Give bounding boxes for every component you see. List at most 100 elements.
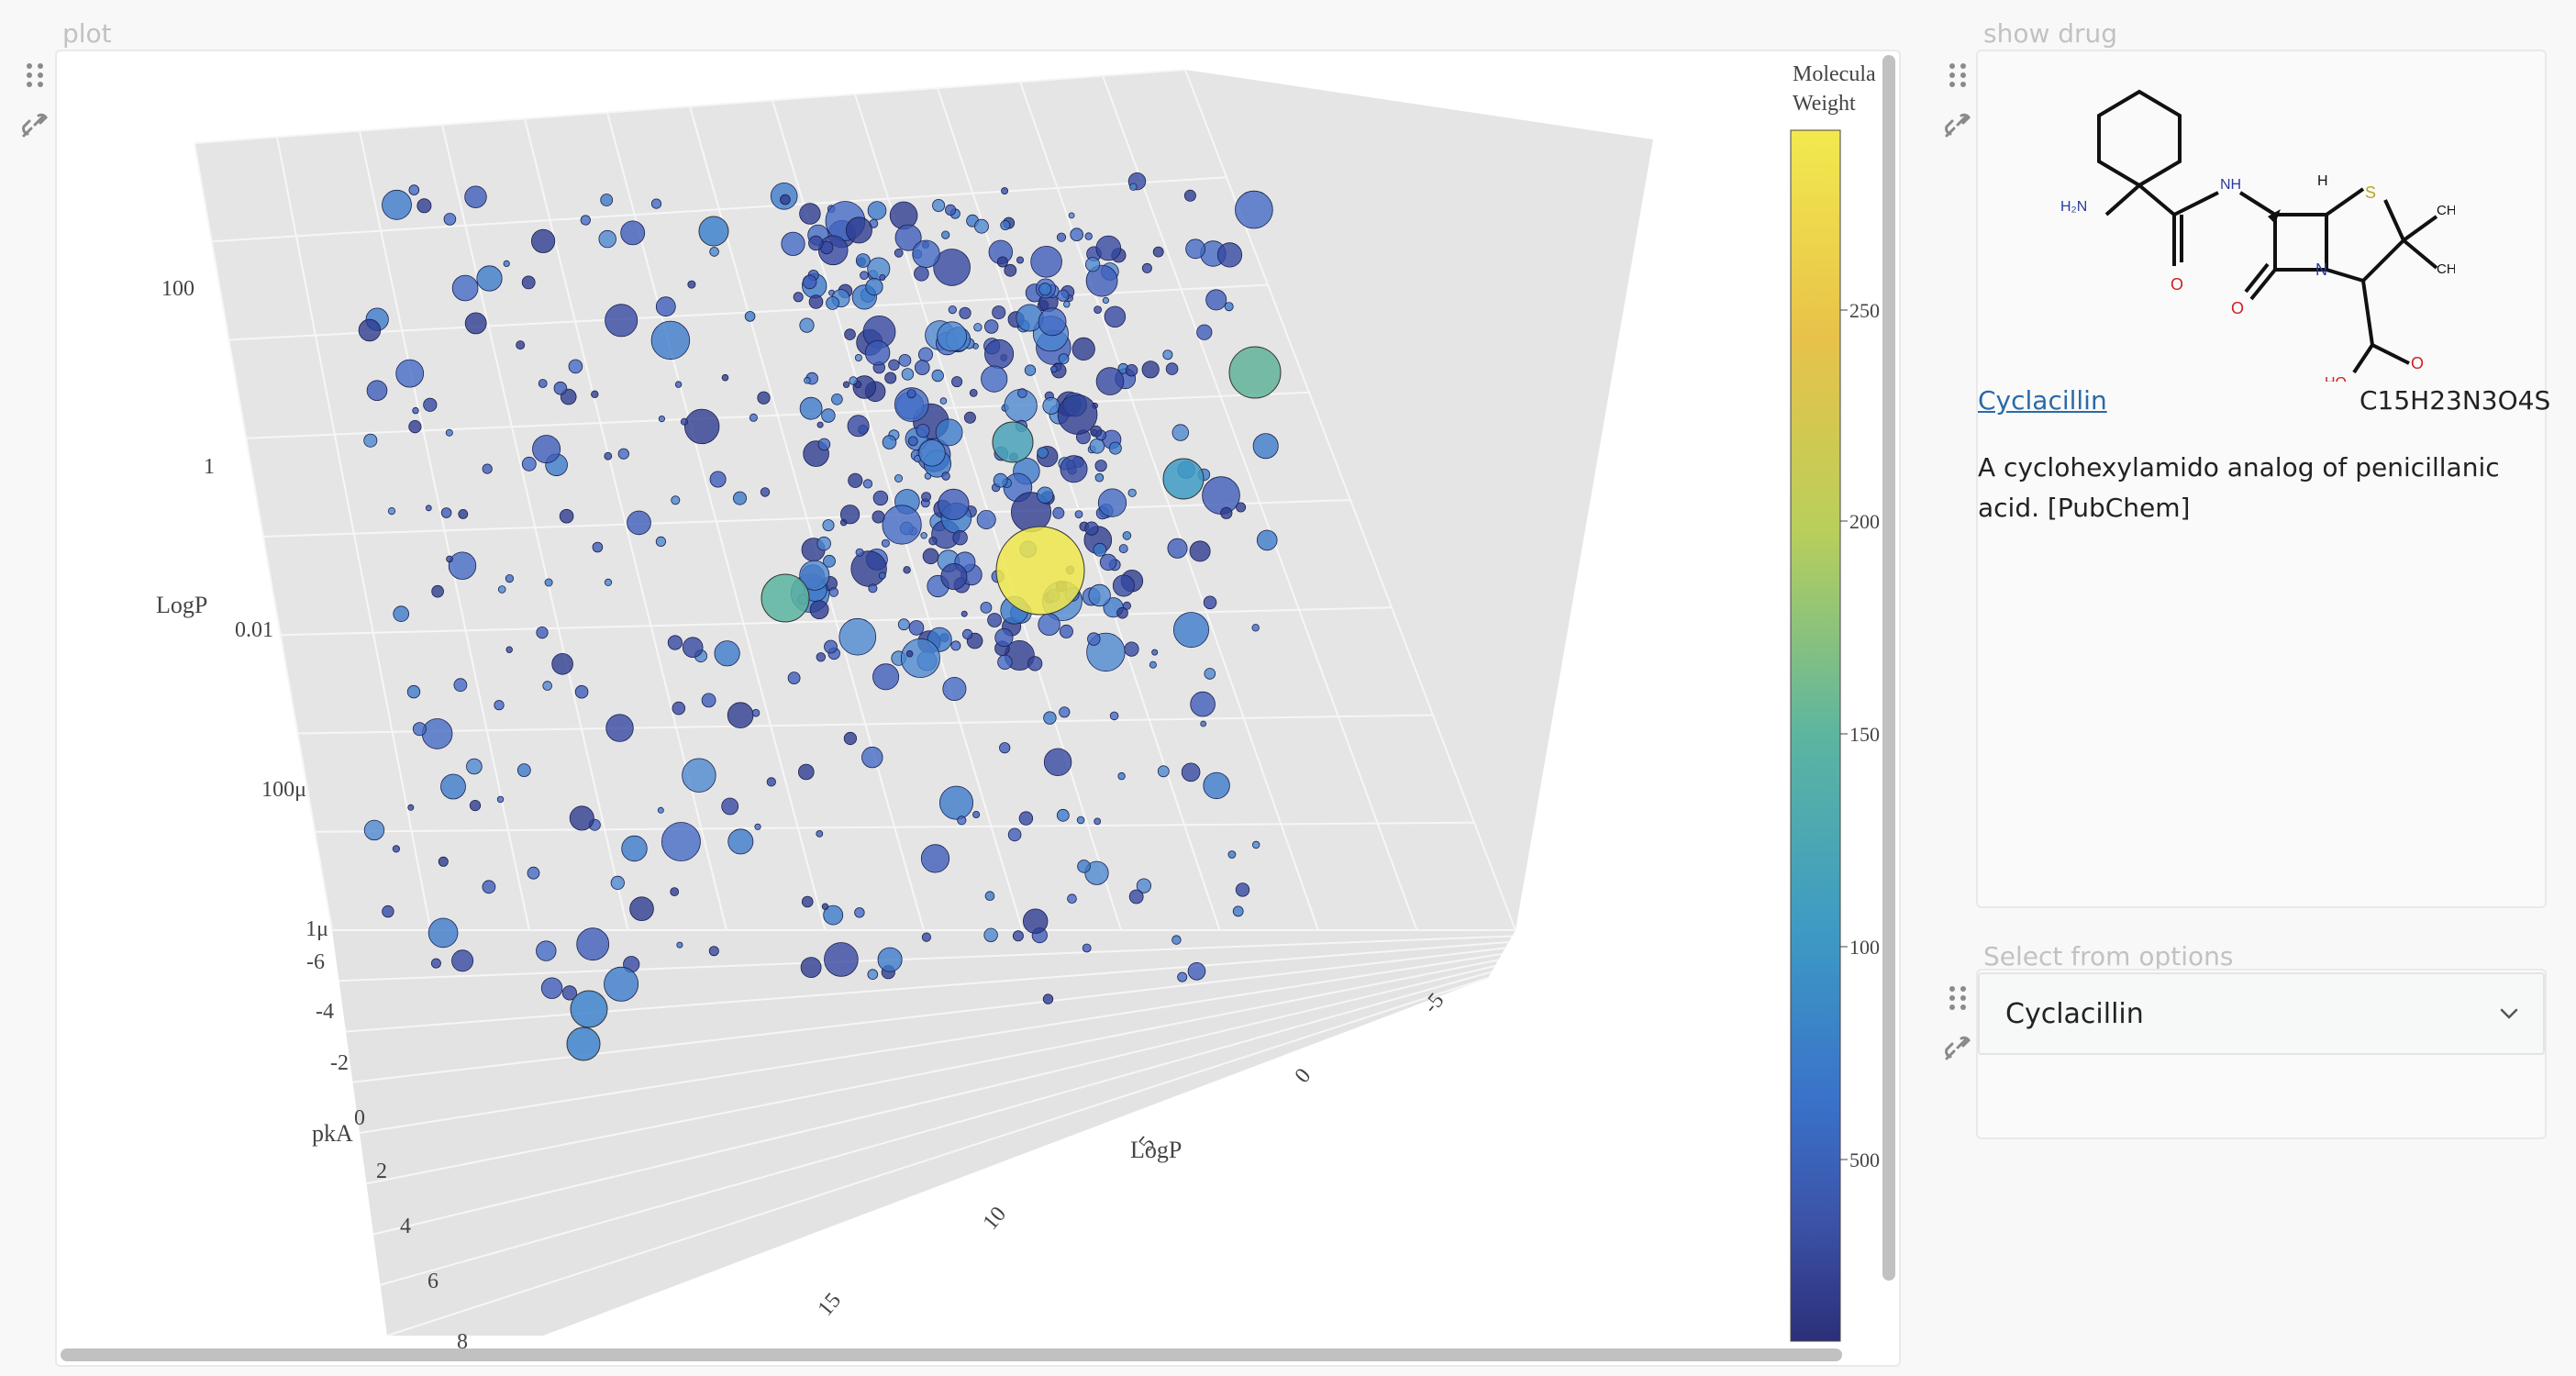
data-point — [727, 702, 754, 728]
drag-handle-icon[interactable] — [15, 55, 55, 95]
link-icon[interactable] — [1938, 105, 1978, 145]
data-point — [530, 228, 556, 253]
grid-line — [386, 977, 1489, 1337]
data-point — [1171, 935, 1182, 945]
data-point — [862, 479, 873, 489]
plot-vertical-scrollbar[interactable] — [1882, 55, 1895, 1281]
data-point — [1074, 510, 1083, 519]
data-point — [1141, 361, 1160, 379]
colorbar-tick-label: 100 — [1849, 936, 1880, 959]
data-point — [1165, 362, 1179, 375]
data-point — [950, 640, 961, 651]
data-point — [1094, 817, 1102, 826]
data-point — [430, 958, 441, 969]
z-tick-label: 0.01 — [235, 618, 273, 642]
data-point — [937, 321, 967, 352]
data-point — [872, 510, 885, 524]
data-point — [1022, 908, 1049, 934]
data-point — [1224, 302, 1234, 312]
data-point — [867, 201, 887, 220]
data-point — [1084, 232, 1093, 240]
data-point-highlight — [566, 1026, 601, 1061]
data-point — [1070, 227, 1083, 242]
data-point — [551, 652, 573, 675]
data-point — [496, 795, 505, 804]
data-point — [458, 508, 469, 519]
data-point — [1004, 263, 1017, 277]
plot-horizontal-scrollbar[interactable] — [61, 1348, 1842, 1361]
data-point — [905, 649, 914, 658]
data-point — [973, 323, 983, 332]
chevron-down-icon[interactable] — [2497, 1002, 2521, 1026]
data-point — [482, 880, 496, 894]
data-point — [605, 714, 634, 742]
drug-select-dropdown[interactable]: Cyclacillin — [1978, 972, 2545, 1055]
data-point — [670, 887, 680, 896]
data-point — [921, 932, 932, 942]
data-point — [438, 856, 449, 867]
data-point — [521, 275, 536, 290]
data-point — [1085, 264, 1118, 297]
data-point — [464, 312, 487, 335]
drag-handle-icon[interactable] — [1938, 55, 1978, 95]
data-point — [1094, 305, 1102, 315]
data-point — [992, 305, 1006, 320]
svg-text:NH: NH — [2220, 177, 2241, 193]
data-point — [1056, 232, 1067, 242]
data-point — [839, 505, 861, 525]
data-point — [604, 966, 639, 1002]
data-point — [914, 266, 929, 282]
colorbar-tick-label: 200 — [1849, 510, 1880, 533]
data-point — [1097, 488, 1127, 517]
data-point — [469, 799, 482, 812]
data-point — [650, 320, 691, 361]
drug-panel-title: show drug — [1983, 18, 2118, 49]
z-tick-label: 100μ — [261, 778, 306, 802]
data-point — [408, 419, 422, 434]
data-point — [1000, 219, 1011, 230]
data-point — [1050, 365, 1058, 373]
data-point — [1037, 447, 1049, 459]
data-point — [416, 198, 432, 214]
data-point — [994, 627, 1014, 648]
data-point — [605, 304, 638, 338]
data-point — [464, 185, 487, 208]
data-point — [421, 718, 453, 749]
drug-name-link[interactable]: Cyclacillin — [1978, 385, 2107, 416]
data-point — [826, 295, 839, 310]
drag-handle-icon[interactable] — [1938, 978, 1978, 1018]
link-icon[interactable] — [15, 105, 55, 145]
data-point — [843, 731, 858, 746]
x-tick-label: 15 — [814, 1289, 846, 1321]
svg-text:O: O — [2411, 354, 2424, 372]
link-icon[interactable] — [1938, 1027, 1978, 1068]
data-point — [527, 866, 540, 880]
data-point — [576, 927, 610, 961]
data-point — [406, 684, 421, 699]
data-point — [1068, 212, 1075, 219]
data-point — [451, 274, 479, 302]
data-point — [1167, 538, 1188, 559]
plot-panel-title: plot — [62, 18, 112, 49]
data-point — [1104, 305, 1127, 328]
data-point — [431, 584, 444, 598]
data-point — [1082, 943, 1092, 953]
data-point — [801, 895, 814, 908]
data-point — [1060, 455, 1088, 483]
data-point — [1095, 367, 1125, 395]
data-point — [842, 381, 850, 388]
data-point — [1187, 961, 1206, 981]
data-point — [987, 613, 1002, 627]
data-point-highlight — [761, 573, 810, 623]
svg-text:HO: HO — [2325, 375, 2347, 382]
data-point — [942, 677, 967, 702]
data-point — [393, 605, 410, 622]
plot-panel-handles — [15, 55, 55, 145]
grid-line — [372, 965, 1495, 1236]
data-point — [1052, 506, 1065, 519]
data-point — [443, 213, 457, 226]
data-point — [505, 573, 514, 583]
svg-text:H: H — [2317, 173, 2328, 189]
plot-panel[interactable]: -5 0 5 10 15 -6 -4 -2 0 2 4 6 8 100 1 0.01 100μ 1μ LogP p… — [55, 50, 1901, 1367]
